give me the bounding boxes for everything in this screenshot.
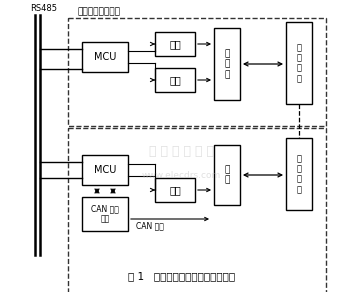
Bar xyxy=(286,138,312,210)
Text: 检测: 检测 xyxy=(169,75,181,85)
Bar xyxy=(82,42,128,72)
Text: www.elecdrs.com: www.elecdrs.com xyxy=(142,171,221,180)
Bar xyxy=(82,197,128,231)
Text: 主
回
路: 主 回 路 xyxy=(224,49,230,79)
Text: 蓄
电
池
组: 蓄 电 池 组 xyxy=(297,154,302,194)
Text: MCU: MCU xyxy=(94,165,116,175)
Text: 充电: 充电 xyxy=(169,39,181,49)
Bar xyxy=(68,18,326,126)
Bar xyxy=(155,178,195,202)
Text: 分只同时均充管理: 分只同时均充管理 xyxy=(78,7,121,16)
Text: CAN 总线
接口: CAN 总线 接口 xyxy=(91,204,119,224)
Bar xyxy=(214,28,240,100)
Bar xyxy=(286,22,312,104)
Text: 电 子 发 烧 友 网: 电 子 发 烧 友 网 xyxy=(149,145,214,158)
Text: CAN 总线: CAN 总线 xyxy=(136,221,164,230)
Text: 回
路: 回 路 xyxy=(224,165,230,185)
Text: 图 1   电池组均充管理系统拓扑结构: 图 1 电池组均充管理系统拓扑结构 xyxy=(128,271,235,281)
Bar xyxy=(155,68,195,92)
Bar xyxy=(155,32,195,56)
Bar xyxy=(214,145,240,205)
Text: 蓄
电
池
组: 蓄 电 池 组 xyxy=(297,43,302,83)
Text: 检测: 检测 xyxy=(169,185,181,195)
Bar xyxy=(68,128,326,292)
Text: MCU: MCU xyxy=(94,52,116,62)
Text: RS485: RS485 xyxy=(30,4,57,13)
Bar xyxy=(82,155,128,185)
